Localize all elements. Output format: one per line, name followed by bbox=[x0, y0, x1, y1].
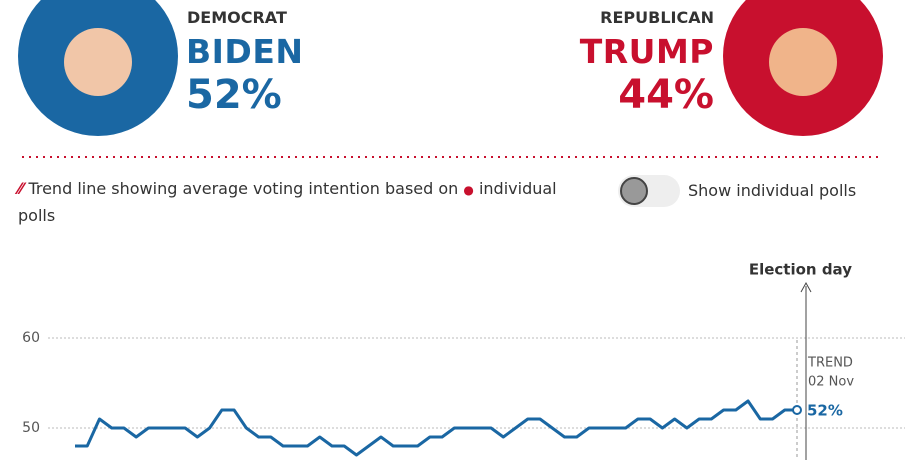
y-tick-label: 60 bbox=[22, 330, 40, 346]
legend-text: Trend line showing average voting intent… bbox=[28, 179, 459, 198]
legend: ⁄⁄ Trend line showing average voting int… bbox=[18, 176, 578, 229]
toggle-label[interactable]: Show individual polls bbox=[688, 181, 857, 200]
y-tick-label: 50 bbox=[22, 420, 40, 436]
candidate-share: 44% bbox=[618, 72, 714, 118]
biden-face bbox=[64, 28, 132, 96]
trend-label: TREND bbox=[807, 356, 853, 371]
dot-icon: ● bbox=[463, 183, 474, 197]
trend-date: 02 Nov bbox=[808, 375, 854, 390]
value-label: 52% bbox=[807, 402, 843, 420]
candidate-name: BIDEN bbox=[186, 32, 304, 71]
end-point bbox=[792, 405, 802, 415]
election-day-arrow bbox=[800, 281, 812, 293]
party-label: DEMOCRAT bbox=[187, 8, 287, 27]
candidate-name: TRUMP bbox=[579, 32, 714, 71]
election-day-label: Election day bbox=[749, 261, 852, 279]
candidate-share: 52% bbox=[186, 72, 282, 118]
legend-text: individual polls bbox=[18, 179, 557, 225]
toggle-knob bbox=[620, 177, 648, 205]
toggle[interactable] bbox=[618, 175, 680, 207]
trump-face bbox=[769, 28, 837, 96]
trend-icon: ⁄⁄ bbox=[18, 179, 24, 198]
party-label: REPUBLICAN bbox=[600, 8, 714, 27]
trend-line bbox=[75, 399, 797, 457]
